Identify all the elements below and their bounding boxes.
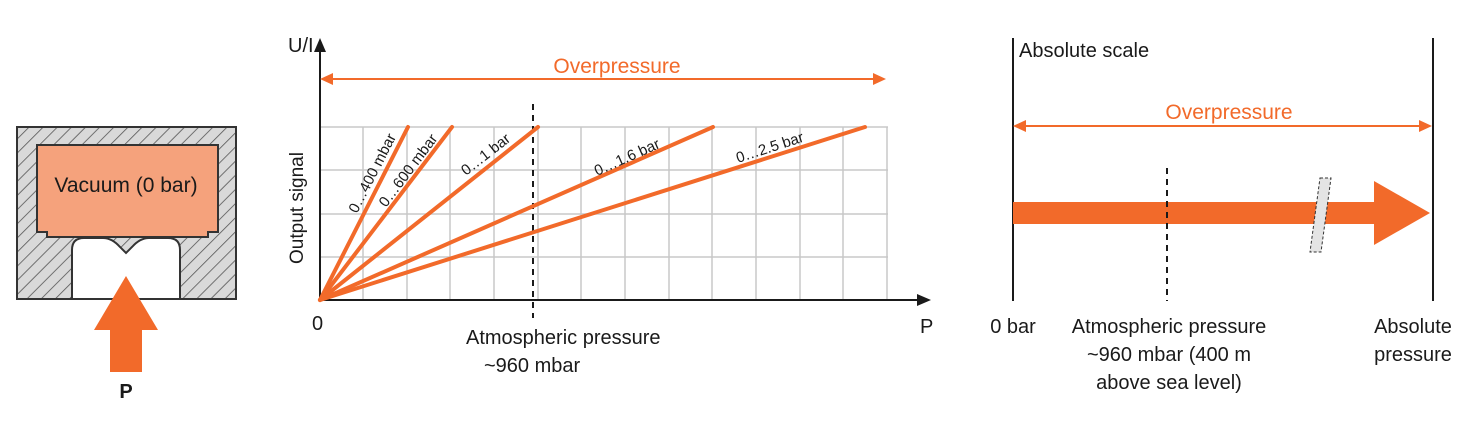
output-signal-chart: U/I P 0 Output signal Overpressure Atmos… [287, 35, 933, 377]
atmospheric-value: ~960 mbar [484, 355, 581, 377]
range-label-1-6bar: 0…1.6 bar [592, 136, 663, 180]
range-line-1-6bar [318, 125, 715, 302]
overpressure-abs-label: Overpressure [1165, 101, 1292, 124]
range-line-2-5bar [318, 125, 867, 302]
range-line-600mbar [318, 125, 454, 302]
vacuum-chamber [36, 144, 219, 238]
range-line-1bar [318, 125, 540, 302]
y-axis-arrowhead [314, 38, 326, 52]
y-axis-label: Output signal [287, 152, 308, 264]
atmospheric-abs-line1: Atmospheric pressure [1072, 316, 1267, 338]
x-axis-symbol: P [920, 316, 933, 338]
range-line-400mbar [318, 125, 410, 302]
pressure-label: P [119, 381, 132, 403]
pressure-scale-arrow [1013, 181, 1430, 245]
x-axis-arrowhead [917, 294, 931, 306]
atmospheric-abs-line2: ~960 mbar (400 m [1087, 344, 1251, 366]
zero-bar-label: 0 bar [990, 316, 1036, 338]
sensor-cross-section: Vacuum (0 bar) P [16, 126, 237, 403]
atmospheric-abs-line3: above sea level) [1096, 372, 1242, 394]
origin-label: 0 [312, 313, 323, 335]
overpressure-arrow-right [873, 73, 886, 85]
pressure-port [71, 237, 181, 300]
overpressure-abs-arrow-left [1013, 120, 1026, 132]
vacuum-label: Vacuum (0 bar) [54, 174, 197, 197]
y-axis-symbol: U/I [288, 35, 314, 57]
range-label-2-5bar: 0…2.5 bar [734, 129, 806, 167]
overpressure-arrow-left [320, 73, 333, 85]
absolute-pressure-line1: Absolute [1374, 316, 1452, 338]
pressure-arrow [94, 276, 158, 372]
overpressure-label: Overpressure [553, 55, 680, 78]
overpressure-abs-arrow-right [1419, 120, 1432, 132]
absolute-pressure-line2: pressure [1374, 344, 1452, 366]
absolute-scale: Absolute scale Overpressure 0 bar Atmosp… [990, 38, 1452, 394]
scale-break-mark [1309, 177, 1332, 253]
atmospheric-label: Atmospheric pressure [466, 327, 661, 349]
absolute-scale-title: Absolute scale [1019, 40, 1149, 62]
range-lines [318, 125, 867, 302]
